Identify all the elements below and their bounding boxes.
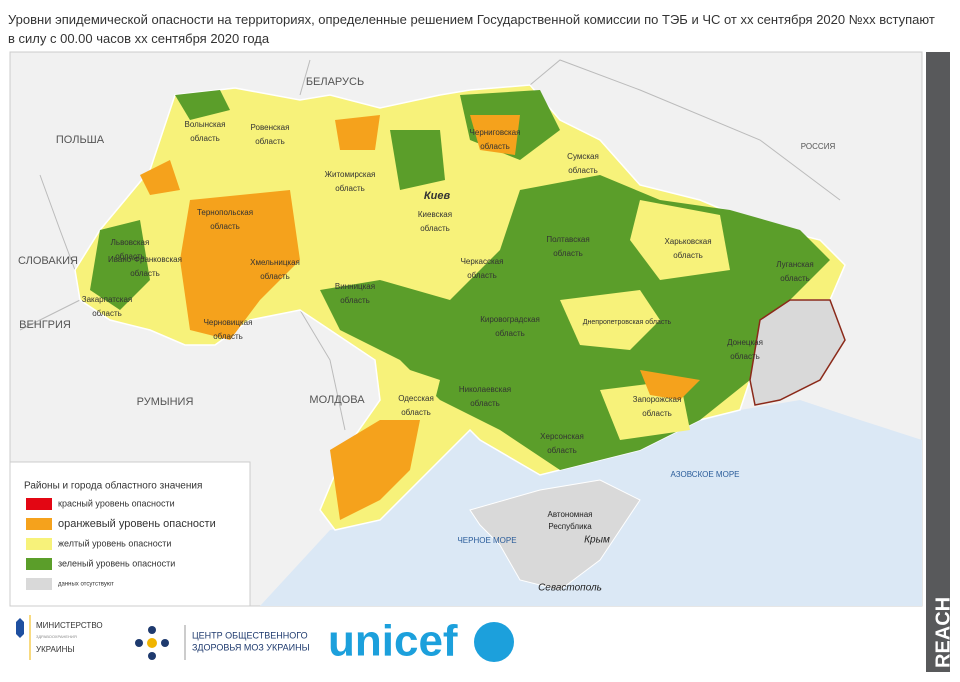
region-label: Житомирская	[325, 170, 376, 179]
region-label: область	[130, 269, 160, 278]
region-label: область	[568, 166, 598, 175]
crimea	[469, 479, 641, 591]
center: ЦЕНТР ОБЩЕСТВЕННОГО	[192, 630, 308, 640]
country-label: ПОЛЬША	[56, 134, 105, 146]
unicef-emblem	[474, 622, 514, 662]
legend-label: красный уровень опасности	[58, 498, 175, 508]
crimea-label: Автономная	[548, 510, 593, 519]
region-label: Черкасская	[461, 257, 504, 266]
region-label: Ровенская	[251, 123, 290, 132]
region-label: область	[730, 352, 760, 361]
country-label: БЕЛАРУСЬ	[306, 76, 364, 88]
unicef-logo: unicef	[328, 617, 458, 666]
region-label: область	[673, 251, 703, 260]
ministry: ЗДРАВООХРАНЕНИЯ	[36, 634, 77, 639]
region-label: Черниговская	[470, 128, 521, 137]
footer: МИНИСТЕРСТВО ЗДРАВООХРАНЕНИЯ УКРАИНЫ ЦЕН…	[16, 615, 514, 666]
region-label: область	[401, 408, 431, 417]
region-label: область	[190, 134, 220, 143]
region-label: область	[642, 409, 672, 418]
occupied-area	[749, 299, 846, 406]
region-label: область	[470, 399, 500, 408]
region-label: Киевская	[418, 210, 452, 219]
region-label: область	[335, 184, 365, 193]
ministry: МИНИСТЕРСТВО	[36, 621, 103, 630]
crimea-label: Крым	[584, 535, 610, 546]
region-label: Харьковская	[664, 237, 711, 246]
legend-swatch	[26, 558, 52, 570]
region-label: Черновицкая	[204, 318, 253, 327]
region-label: Донецкая	[727, 338, 763, 347]
country-label: РУМЫНИЯ	[137, 396, 194, 408]
legend-label: желтый уровень опасности	[58, 538, 171, 548]
labels: БЕЛАРУСЬ ПОЛЬША РОССИЯ СЛОВАКИЯ ВЕНГРИЯ РУМЫН…	[18, 76, 835, 594]
region-label: Луганская	[776, 260, 813, 269]
ministry-emblem	[16, 618, 24, 638]
region-label: Львовская	[111, 238, 150, 247]
region-label: область	[547, 446, 577, 455]
region-label: Днепропетровская область	[583, 318, 672, 326]
sea-label: АЗОВСКОЕ МОРЕ	[671, 470, 740, 479]
legend-swatch	[26, 518, 52, 530]
region-label: Ивано-Франковская	[108, 255, 182, 264]
center: ЗДОРОВЬЯ МОЗ УКРАИНЫ	[192, 642, 310, 652]
region-label: область	[210, 222, 240, 231]
legend-items: красный уровень опасности оранжевый урове…	[26, 498, 216, 590]
region-label: Киев	[424, 190, 451, 202]
region-label: Николаевская	[459, 385, 511, 394]
region-label: Херсонская	[540, 432, 584, 441]
region-label: Запорожская	[633, 395, 682, 404]
legend-label: зеленый уровень опасности	[58, 558, 175, 568]
crimea-label: Севастополь	[538, 583, 602, 594]
center-emblem	[135, 626, 169, 660]
region-label: область	[213, 332, 243, 341]
country-label: МОЛДОВА	[309, 394, 365, 406]
region-label: Закарпатская	[82, 295, 133, 304]
legend-swatch	[26, 498, 52, 510]
region-label: область	[480, 142, 510, 151]
legend-label: оранжевый уровень опасности	[58, 518, 216, 530]
region-label: область	[495, 329, 525, 338]
legend-swatch	[26, 538, 52, 550]
reach-logo: REACH	[932, 597, 954, 668]
legend-label: данных отсутствуют	[58, 582, 114, 588]
legend-title: Районы и города областного значения	[24, 480, 202, 492]
region-label: область	[255, 137, 285, 146]
region-label: Полтавская	[546, 235, 589, 244]
region-label: область	[780, 274, 810, 283]
legend-swatch	[26, 578, 52, 590]
region-label: Тернопольская	[197, 208, 253, 217]
title: Уровни эпидемической опасности на террит…	[8, 12, 935, 46]
country-label: ВЕНГРИЯ	[19, 319, 71, 331]
ministry: УКРАИНЫ	[36, 645, 75, 654]
region-label: Хмельницкая	[250, 258, 300, 267]
region-label: область	[420, 224, 450, 233]
country-label: СЛОВАКИЯ	[18, 255, 78, 267]
region-label: область	[92, 309, 122, 318]
region-label: Одесская	[398, 394, 434, 403]
orange-areas	[140, 115, 700, 520]
sea-label: ЧЕРНОЕ МОРЕ	[457, 536, 516, 545]
reach-bar	[926, 52, 950, 672]
region-label: область	[340, 296, 370, 305]
region-label: Винницкая	[335, 282, 375, 291]
region-label: Кировоградская	[480, 315, 540, 324]
region-label: область	[553, 249, 583, 258]
region-label: область	[115, 252, 145, 261]
region-label: область	[260, 272, 290, 281]
crimea-label: Республика	[548, 522, 592, 531]
borders	[19, 59, 841, 431]
region-label: Сумская	[567, 152, 599, 161]
region-label: Волынская	[185, 120, 226, 129]
country-label: РОССИЯ	[801, 142, 836, 151]
region-label: область	[467, 271, 497, 280]
